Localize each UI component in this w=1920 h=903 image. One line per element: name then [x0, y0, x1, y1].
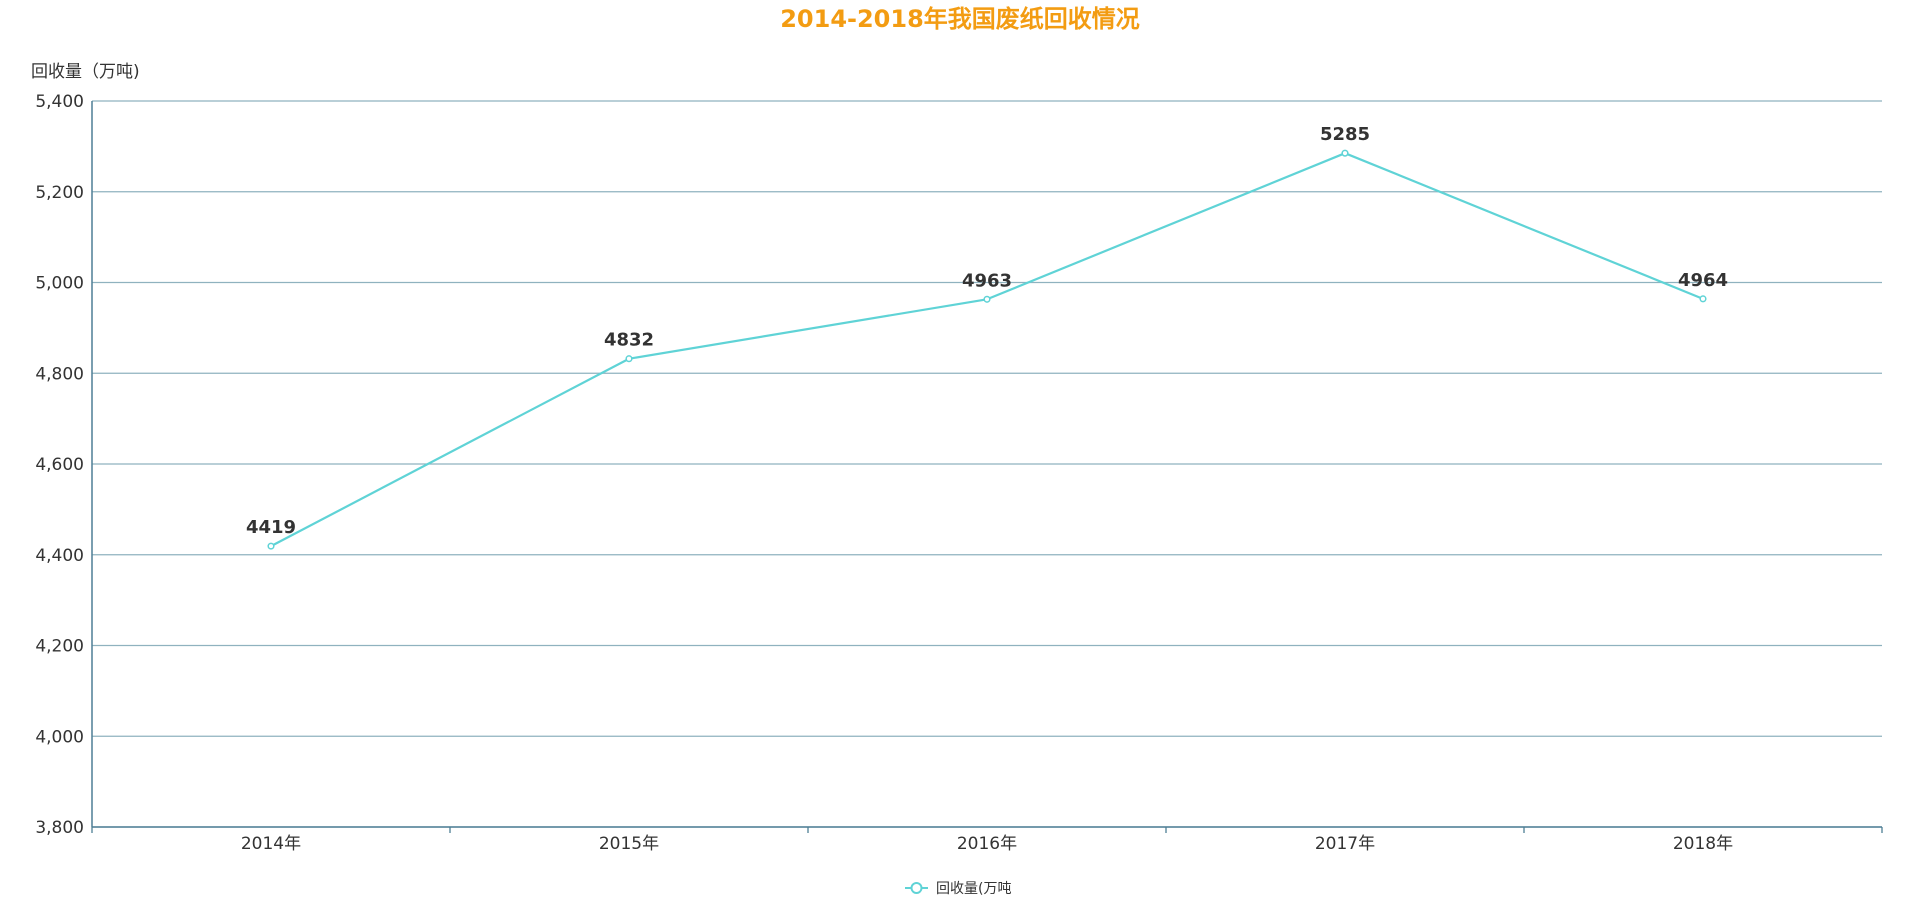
data-point[interactable] [1699, 295, 1707, 303]
axes [91, 101, 1883, 833]
data-point[interactable] [983, 295, 991, 303]
data-point[interactable] [625, 355, 633, 363]
data-label: 4964 [1678, 270, 1728, 291]
series-line [270, 152, 1704, 548]
y-tick-label: 4,400 [35, 546, 84, 566]
data-label: 4832 [604, 330, 654, 351]
x-tick-label: 2017年 [1315, 834, 1375, 854]
data-labels: 4419 4832 4963 5285 4964 [246, 124, 1728, 538]
x-tick-label: 2016年 [957, 834, 1017, 854]
data-point[interactable] [1341, 149, 1349, 157]
grid-lines [92, 100, 1882, 828]
legend-label: 回收量(万吨 [936, 881, 1011, 897]
x-tick-label: 2014年 [241, 834, 301, 854]
y-axis-ticks: 3,800 4,000 4,200 4,400 4,600 4,800 5,000 5,200… [35, 92, 84, 838]
y-tick-label: 5,400 [35, 92, 84, 112]
line-series [267, 149, 1707, 550]
legend-marker [910, 882, 923, 894]
x-tick-label: 2015年 [599, 834, 659, 854]
y-tick-label: 5,000 [35, 274, 84, 294]
data-label: 4963 [962, 270, 1012, 291]
y-tick-label: 4,000 [35, 727, 84, 747]
x-axis-ticks: 2014年 2015年 2016年 2017年 2018年 [241, 834, 1733, 854]
data-label: 5285 [1320, 124, 1370, 145]
y-tick-label: 3,800 [35, 818, 84, 838]
chart-title: 2014-2018年我国废纸回收情况 [780, 5, 1140, 33]
x-tick-label: 2018年 [1673, 834, 1733, 854]
y-tick-label: 5,200 [35, 183, 84, 203]
y-tick-label: 4,600 [35, 455, 84, 475]
y-tick-label: 4,800 [35, 364, 84, 384]
y-axis-title: 回收量（万吨) [31, 62, 140, 82]
y-tick-label: 4,200 [35, 637, 84, 657]
legend[interactable]: 回收量(万吨 [905, 881, 1011, 897]
data-point[interactable] [267, 542, 275, 550]
data-label: 4419 [246, 517, 296, 538]
